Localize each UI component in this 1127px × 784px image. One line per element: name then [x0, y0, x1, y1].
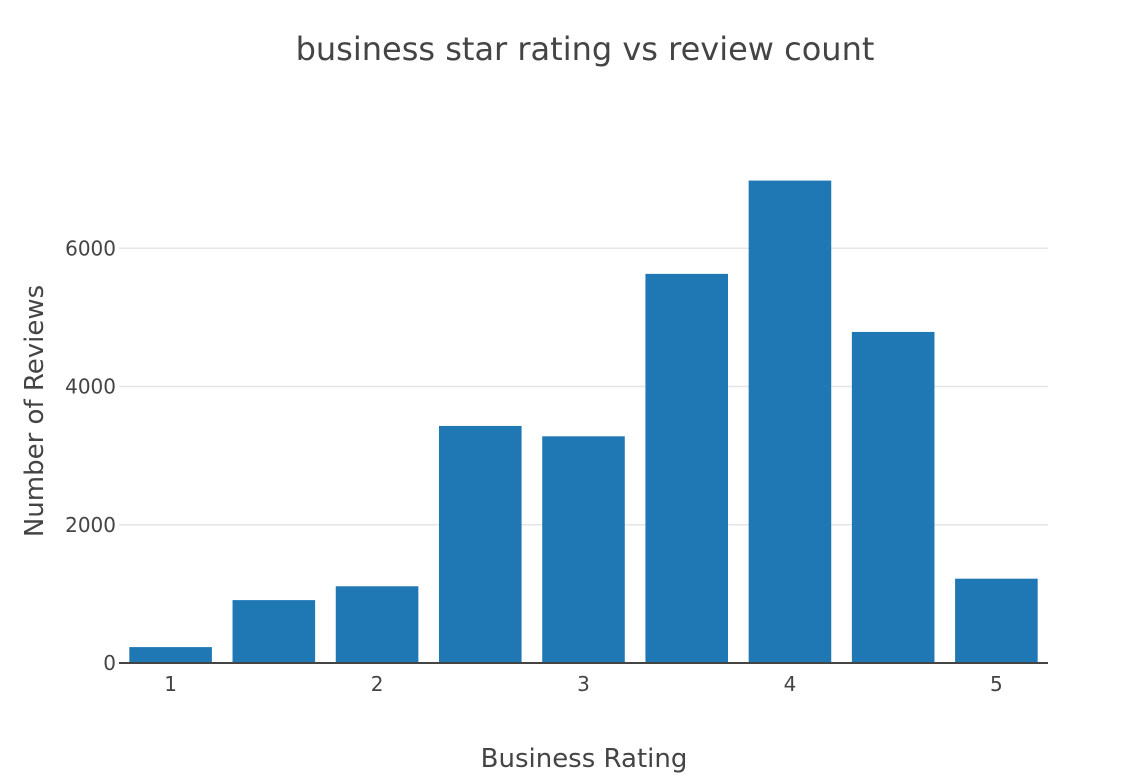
x-tick-label-1: 1 [164, 672, 177, 696]
y-tick-label-4000: 4000 [65, 375, 116, 399]
y-tick-label-0: 0 [103, 651, 116, 675]
y-tick-label-6000: 6000 [65, 236, 116, 260]
x-axis-ticks: 1 2 3 4 5 [164, 672, 1003, 696]
y-tick-label-2000: 2000 [65, 513, 116, 537]
bar-rating-2.5[interactable] [438, 425, 522, 663]
bar-rating-2[interactable] [335, 586, 419, 663]
x-tick-label-5: 5 [990, 672, 1003, 696]
x-tick-label-3: 3 [577, 672, 590, 696]
y-axis-ticks: 0 2000 4000 6000 [65, 236, 116, 675]
bar-rating-1.5[interactable] [232, 600, 316, 663]
x-axis-title: Business Rating [481, 744, 688, 774]
bar-rating-4[interactable] [748, 180, 832, 663]
bar-rating-4.5[interactable] [851, 331, 935, 663]
x-tick-label-4: 4 [784, 672, 797, 696]
y-axis-title: Number of Reviews [20, 285, 50, 537]
bar-rating-3[interactable] [542, 436, 625, 663]
bar-rating-1[interactable] [129, 647, 212, 663]
bar-rating-3.5[interactable] [645, 273, 729, 663]
bars [129, 180, 1038, 663]
bar-rating-5[interactable] [955, 578, 1038, 663]
x-tick-label-2: 2 [371, 672, 384, 696]
chart-title: business star rating vs review count [296, 30, 875, 68]
